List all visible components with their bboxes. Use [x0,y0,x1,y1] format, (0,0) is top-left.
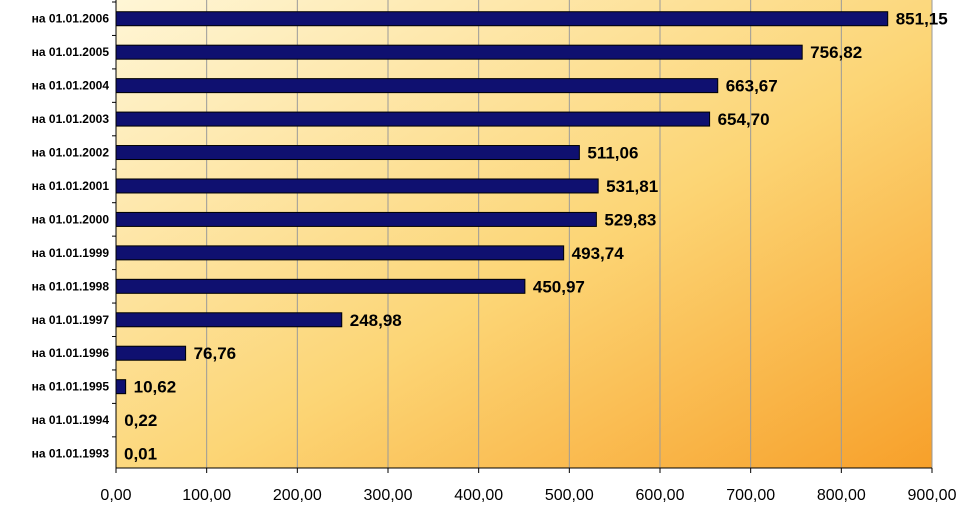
data-label: 0,22 [124,411,157,430]
bar [115,178,599,194]
labels: 0,00 100,00 200,00 300,00 400,00 500,00 600,00… [32,10,957,504]
x-tick-label: 0,00 [100,487,131,504]
data-label: 493,74 [572,244,625,263]
category-label: на 01.01.1993 [32,447,110,461]
category-label: на 01.01.2005 [32,45,110,59]
data-label: 529,83 [604,210,656,229]
category-label: на 01.01.1994 [32,413,110,427]
bar [115,11,889,27]
category-label: на 01.01.1999 [32,246,110,260]
data-label: 511,06 [587,144,638,163]
data-label: 654,70 [718,110,770,129]
bar [115,111,711,127]
category-label: на 01.01.1997 [32,313,110,327]
category-label: на 01.01.2003 [32,112,110,126]
category-label: на 01.01.1996 [32,346,110,360]
x-tick-label: 500,00 [545,487,594,504]
bar [115,145,580,161]
category-label: на 01.01.2002 [32,146,110,160]
data-label: 10,62 [134,378,177,397]
bar [115,245,565,261]
data-label: 248,98 [350,311,402,330]
category-label: на 01.01.2001 [32,179,110,193]
category-label: на 01.01.2004 [32,79,110,93]
plot-area [116,0,932,468]
bars [115,11,889,395]
x-tick-label: 900,00 [908,487,957,504]
bar [115,345,187,361]
bar [115,78,719,94]
x-tick-label: 800,00 [817,487,866,504]
data-label: 450,97 [533,277,585,296]
x-tick-label: 400,00 [454,487,503,504]
bar [115,312,343,328]
x-tick-label: 600,00 [636,487,685,504]
data-label: 0,01 [124,445,157,464]
data-label: 76,76 [194,344,237,363]
bar [115,211,597,227]
category-label: на 01.01.1995 [32,380,110,394]
data-label: 756,82 [810,43,862,62]
category-label: на 01.01.2006 [32,12,110,26]
data-label: 663,67 [726,77,778,96]
bar [115,44,803,60]
data-label: 851,15 [896,10,948,29]
category-label: на 01.01.1998 [32,279,110,293]
x-tick-label: 700,00 [726,487,775,504]
bar [115,278,526,294]
x-tick-label: 200,00 [273,487,322,504]
x-tick-label: 100,00 [182,487,231,504]
bar [115,379,127,395]
x-tick-label: 300,00 [364,487,413,504]
gridlines [206,0,933,468]
category-label: на 01.01.2000 [32,212,110,226]
data-label: 531,81 [606,177,658,196]
